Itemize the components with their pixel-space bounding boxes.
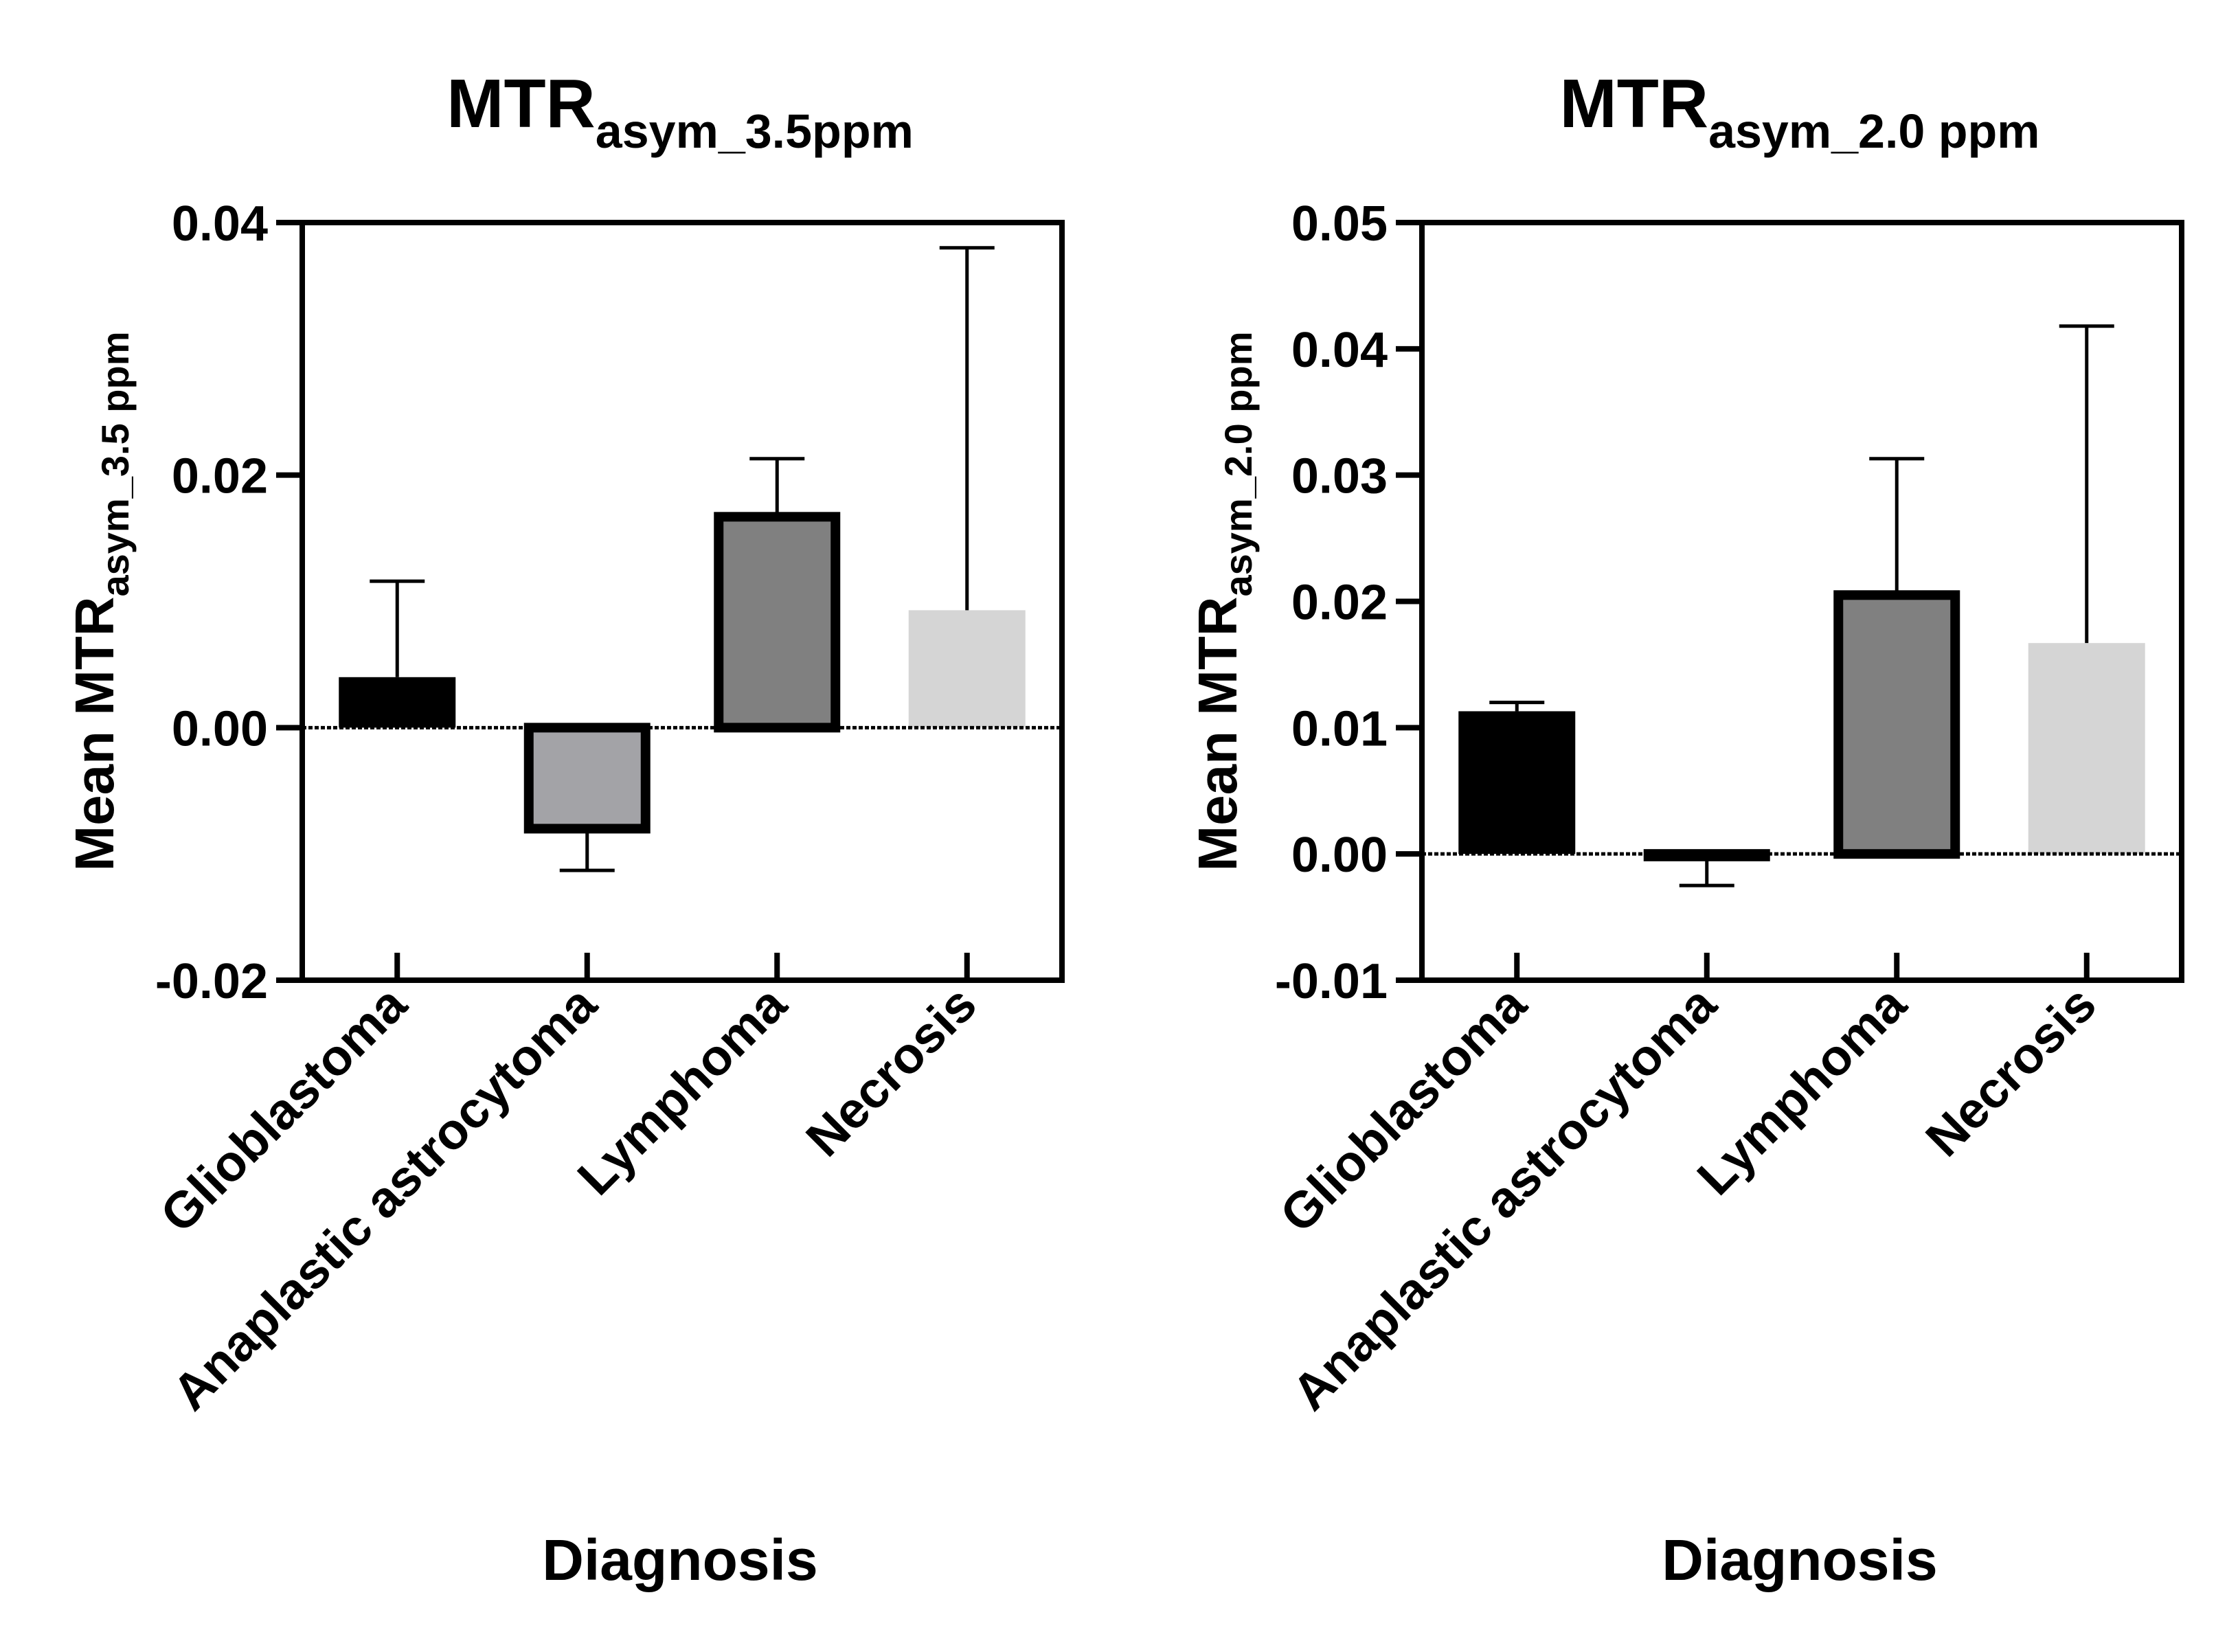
y-axis-label: Mean MTRasym_2.0 ppm [1187,332,1260,872]
y-tick-label: 0.00 [1291,828,1388,883]
error-bar-glioblastoma [1489,701,1545,712]
y-tick-label: 0.05 [1291,196,1388,251]
bar-lymphoma [714,512,841,733]
y-tick-label: -0.02 [155,954,268,1009]
y-tick-label: 0.04 [172,196,268,251]
error-bar-necrosis [939,246,995,611]
y-tick-label: 0.04 [1291,323,1388,378]
bar-glioblastoma [1458,711,1576,855]
error-bar-lymphoma [1869,457,1925,596]
error-bar-anaplastic-astrocytoma [559,828,615,872]
error-bar-glioblastoma [370,579,425,677]
y-tick-label: -0.01 [1275,954,1388,1009]
x-axis-title: Diagnosis [1662,1528,1937,1592]
chart-title: MTRasym_3.5ppm [446,65,914,158]
bar-glioblastoma [339,677,456,728]
bar-necrosis [2028,643,2145,855]
y-tick-label: 0.02 [1291,576,1388,631]
plot-frame [299,220,1065,983]
error-bar-necrosis [2059,324,2114,644]
chart-title: MTRasym_2.0 ppm [1559,65,2039,158]
y-axis-label: Mean MTRasym_3.5 ppm [64,332,137,872]
y-tick-label: 0.01 [1291,701,1388,756]
error-bar-lymphoma [749,457,805,517]
bar-anaplastic-astrocytoma [523,723,651,834]
bar-necrosis [908,610,1026,728]
y-tick-label: 0.00 [172,701,268,756]
bar-lymphoma [1833,590,1960,859]
x-axis-title: Diagnosis [542,1528,817,1592]
error-bar-anaplastic-astrocytoma [1679,856,1734,887]
y-tick-label: 0.03 [1291,449,1388,504]
y-tick-label: 0.02 [172,449,268,504]
